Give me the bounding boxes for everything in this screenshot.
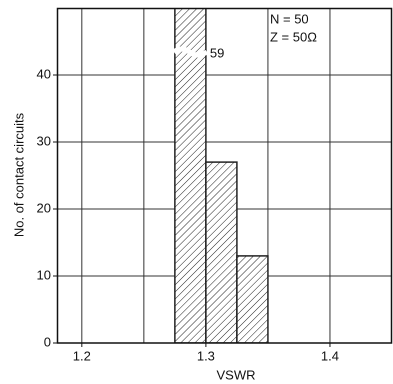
plot-area (57, 8, 392, 343)
x-axis-label: VSWR (217, 367, 256, 382)
y-axis-label: No. of contact circuits (11, 112, 26, 237)
y-tick-label: 0 (44, 334, 51, 349)
x-tick-label: 1.2 (73, 348, 91, 363)
x-tick-label: 1.3 (197, 348, 215, 363)
bar (236, 255, 269, 343)
y-tick-label: 10 (37, 267, 51, 282)
y-tick-label: 30 (37, 133, 51, 148)
annotation: Z = 50Ω (270, 29, 317, 44)
data-label: 59 (210, 45, 224, 60)
y-tick-label: 20 (37, 200, 51, 215)
plot-frame (56, 7, 393, 344)
annotation: N = 50 (270, 11, 309, 26)
axis-break (172, 46, 209, 58)
x-tick-label: 1.4 (321, 348, 339, 363)
y-tick-label: 40 (37, 66, 51, 81)
bar (205, 161, 238, 343)
